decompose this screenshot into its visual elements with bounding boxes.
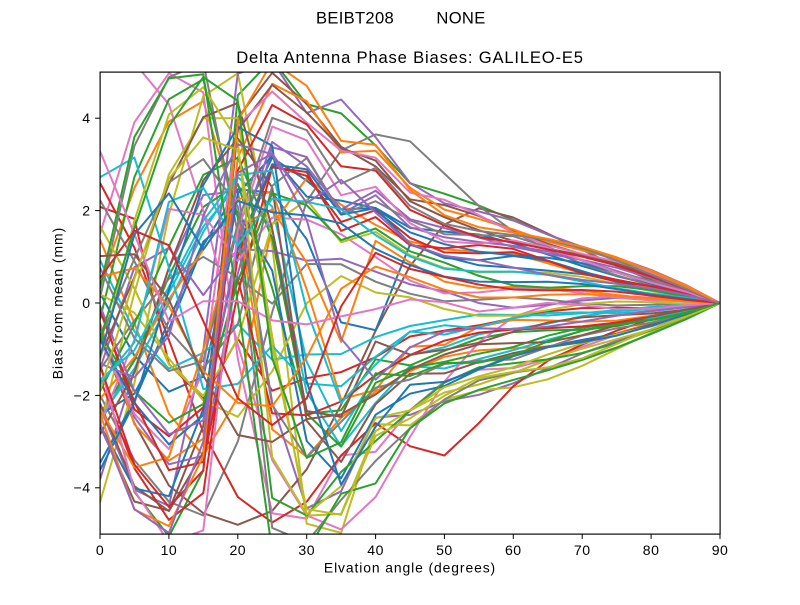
svg-text:Elvation angle (degrees): Elvation angle (degrees) xyxy=(324,560,496,576)
svg-text:70: 70 xyxy=(574,542,591,558)
svg-text:BEIBT208: BEIBT208 xyxy=(316,9,394,28)
svg-text:60: 60 xyxy=(505,542,522,558)
svg-text:Bias from mean (mm): Bias from mean (mm) xyxy=(50,227,66,380)
svg-text:NONE: NONE xyxy=(436,9,485,28)
svg-text:4: 4 xyxy=(82,110,90,126)
svg-text:2: 2 xyxy=(82,203,90,219)
svg-text:30: 30 xyxy=(298,542,315,558)
svg-text:20: 20 xyxy=(230,542,247,558)
svg-text:−2: −2 xyxy=(74,387,91,403)
svg-text:0: 0 xyxy=(82,295,90,311)
svg-text:80: 80 xyxy=(643,542,660,558)
svg-text:50: 50 xyxy=(436,542,453,558)
svg-text:0: 0 xyxy=(96,542,104,558)
svg-text:40: 40 xyxy=(367,542,384,558)
svg-text:Delta Antenna Phase Biases: GA: Delta Antenna Phase Biases: GALILEO-E5 xyxy=(236,48,584,67)
svg-text:10: 10 xyxy=(161,542,178,558)
svg-text:90: 90 xyxy=(712,542,729,558)
svg-text:−4: −4 xyxy=(74,480,91,496)
